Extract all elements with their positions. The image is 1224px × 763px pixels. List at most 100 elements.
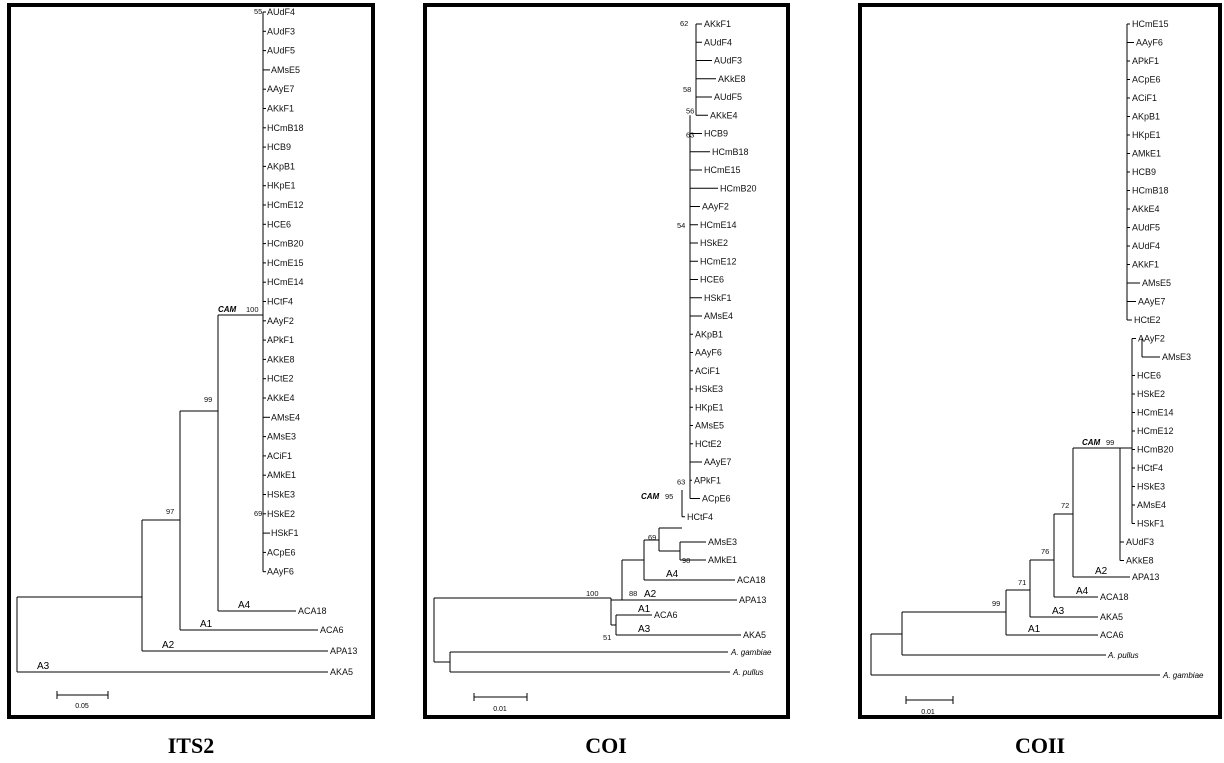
leaf-label: HCtF4 xyxy=(267,297,293,307)
leaf-label: HSkF1 xyxy=(1137,519,1165,529)
clade-label: A3 xyxy=(638,624,651,635)
support-value: 69 xyxy=(254,509,262,518)
scale-bar-label: 0.05 xyxy=(75,703,89,710)
leaf-label: ACpE6 xyxy=(702,494,731,504)
leaf-label: AMsE5 xyxy=(271,65,300,75)
clade-label: A4 xyxy=(666,569,679,580)
support-value: 55 xyxy=(254,7,262,16)
leaf-label: AAyE7 xyxy=(267,84,294,94)
clade-label: A2 xyxy=(644,589,657,600)
support-value: 97 xyxy=(166,507,174,516)
leaf-label: ACpE6 xyxy=(1132,75,1161,85)
leaf-label: AUdF5 xyxy=(1132,223,1160,233)
leaf-label: AKkF1 xyxy=(267,104,294,114)
leaf-label: HCmE14 xyxy=(1137,408,1174,418)
outgroup-label: ACA6 xyxy=(654,610,678,620)
leaf-label: AUdF5 xyxy=(714,92,742,102)
leaf-label: AMsE4 xyxy=(271,412,300,422)
leaf-label: AMsE3 xyxy=(1162,352,1191,362)
species-label: A. gambiae xyxy=(730,648,772,657)
leaf-label: AKpB1 xyxy=(267,161,295,171)
its2-tree-panel: AUdF4 AUdF3 AUdF5 AMsE5 AAyE7 AKkF1 HCmB18 HCB9… xyxy=(7,3,375,719)
support-value: 76 xyxy=(1041,547,1049,556)
outgroup-label: ACA6 xyxy=(1100,630,1124,640)
leaf-label: HCtE2 xyxy=(695,439,722,449)
leaf-label: AAyE7 xyxy=(704,457,731,467)
leaf-label: APkF1 xyxy=(1132,56,1159,66)
support-value: 69 xyxy=(648,533,656,542)
leaf-label: AUdF3 xyxy=(1126,537,1154,547)
support-value: 98 xyxy=(682,556,690,565)
leaf-label: AKkE8 xyxy=(718,74,746,84)
support-value: 71 xyxy=(1018,578,1026,587)
leaf-label: AUdF4 xyxy=(704,37,732,47)
coii-caption: COII xyxy=(1014,733,1066,758)
leaf-label: AKkE4 xyxy=(1132,204,1160,214)
leaf-label: AAyF6 xyxy=(1136,38,1163,48)
outgroup-label: AKA5 xyxy=(743,630,766,640)
leaf-label: AKpB1 xyxy=(695,329,723,339)
leaf-label: AMsE5 xyxy=(695,421,724,431)
clade-label: A1 xyxy=(1028,624,1041,635)
leaf-label: HSkE3 xyxy=(1137,482,1165,492)
outgroup-label: ACA18 xyxy=(1100,592,1129,602)
outgroup-label: AKA5 xyxy=(1100,612,1123,622)
clade-label: A3 xyxy=(1052,606,1065,617)
leaf-label: HCmB20 xyxy=(720,183,757,193)
leaf-label: HSkE2 xyxy=(700,238,728,248)
scale-bar-label: 0.01 xyxy=(921,709,935,715)
leaf-label: ACpE6 xyxy=(267,547,296,557)
support-value: 62 xyxy=(680,19,688,28)
coi-caption: COI xyxy=(585,733,627,758)
leaf-label: HCmE12 xyxy=(700,256,737,266)
leaf-label: AMsE5 xyxy=(1142,278,1171,288)
outgroup-label: APA13 xyxy=(1132,572,1159,582)
coi-tree-panel: AKkF1 AUdF4 AUdF3 AKkE8 AUdF5 AKkE4 HCB9 HCmB18… xyxy=(423,3,790,719)
species-label: A. gambiae xyxy=(1162,671,1204,680)
leaf-label: HCE6 xyxy=(1137,371,1161,381)
leaf-label: AAyF6 xyxy=(695,348,722,358)
leaf-label: HSkF1 xyxy=(704,293,732,303)
clade-label: A2 xyxy=(1095,566,1108,577)
leaf-label: AAyE7 xyxy=(1138,297,1165,307)
leaf-label: ACiF1 xyxy=(695,366,720,376)
leaf-label: HCB9 xyxy=(1132,167,1156,177)
support-value: 88 xyxy=(629,589,637,598)
leaf-label: HSkF1 xyxy=(271,528,299,538)
support-value: 56 xyxy=(686,106,694,115)
outgroup-label: APA13 xyxy=(739,595,766,605)
leaf-label: HCmB20 xyxy=(1137,445,1174,455)
leaf-label: AUdF4 xyxy=(267,7,295,17)
leaf-label: AUdF5 xyxy=(267,46,295,56)
leaf-label: AUdF4 xyxy=(1132,241,1160,251)
support-value: 100 xyxy=(246,305,259,314)
leaf-label: APkF1 xyxy=(694,475,721,485)
leaf-label: AMsE3 xyxy=(708,537,737,547)
leaf-label: HCE6 xyxy=(267,219,291,229)
support-value: 95 xyxy=(665,492,673,501)
leaf-label: AAyF2 xyxy=(702,202,729,212)
cam-label: CAM xyxy=(1082,438,1101,447)
cam-label: CAM xyxy=(641,492,660,501)
leaf-label: HCmB18 xyxy=(1132,186,1169,196)
leaf-label: HCmB18 xyxy=(712,147,749,157)
leaf-label: ACiF1 xyxy=(267,451,292,461)
leaf-label: AUdF3 xyxy=(267,26,295,36)
leaf-label: HSkE3 xyxy=(267,490,295,500)
leaf-label: HCmE15 xyxy=(267,258,304,268)
leaf-label: HCmE12 xyxy=(1137,426,1174,436)
leaf-label: AKkE4 xyxy=(267,393,295,403)
leaf-label: HCmE14 xyxy=(267,277,304,287)
leaf-label: HCtF4 xyxy=(687,512,713,522)
leaf-label: AKkE8 xyxy=(267,354,295,364)
cam-label: CAM xyxy=(218,305,237,314)
clade-label: A4 xyxy=(238,600,251,611)
leaf-label: HKpE1 xyxy=(695,402,724,412)
its2-tree: AUdF4 AUdF3 AUdF5 AMsE5 AAyE7 AKkF1 HCmB18 HCB9… xyxy=(16,7,357,710)
leaf-label: AAyF2 xyxy=(267,316,294,326)
leaf-label: AMsE4 xyxy=(1137,500,1166,510)
leaf-label: APkF1 xyxy=(267,335,294,345)
leaf-label: HCtE2 xyxy=(1134,315,1161,325)
clade-label: A1 xyxy=(638,604,651,615)
support-value: 99 xyxy=(204,395,212,404)
